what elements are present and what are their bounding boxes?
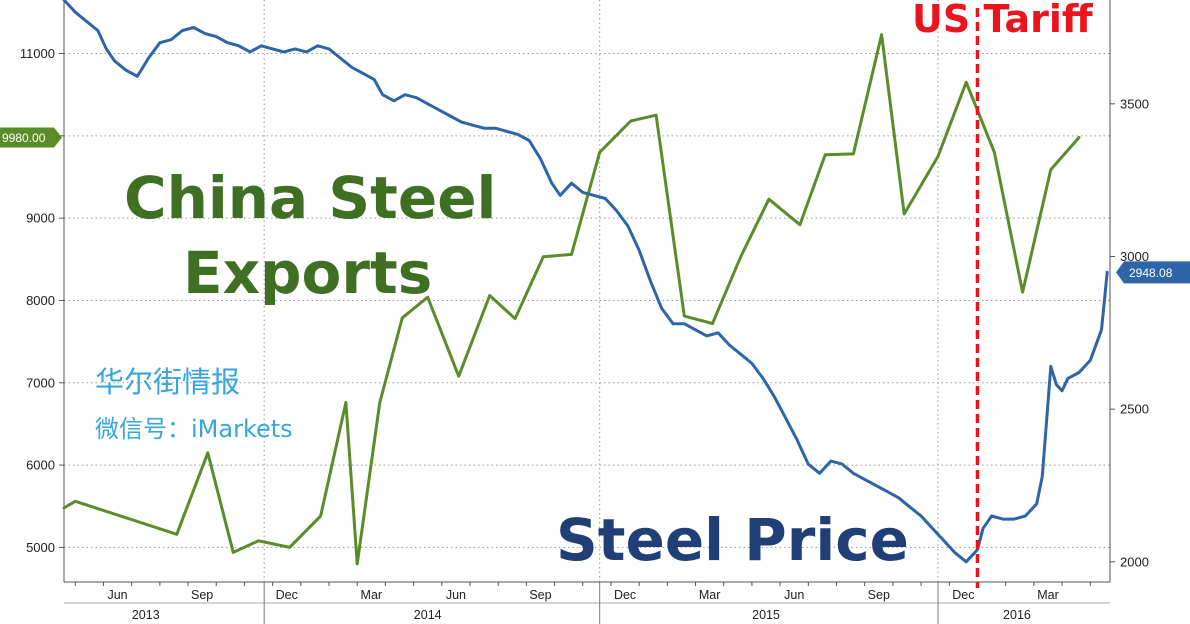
left-tick-label: 9000 xyxy=(26,211,55,226)
year-label: 2014 xyxy=(414,608,442,622)
month-label: Mar xyxy=(361,588,383,602)
month-label: Dec xyxy=(952,588,974,602)
left-tick-label: 5000 xyxy=(26,540,55,555)
month-label: Sep xyxy=(529,588,551,602)
month-label: Jun xyxy=(446,588,466,602)
gridlines xyxy=(64,0,1110,582)
month-label: Dec xyxy=(614,588,636,602)
left-tick-label: 11000 xyxy=(20,46,55,61)
exports-title-line2: Exports xyxy=(183,239,432,307)
watermark-line2: 微信号：iMarkets xyxy=(95,415,293,443)
price-value-tag xyxy=(1116,261,1190,284)
watermark-line1: 华尔街情报 xyxy=(95,365,240,399)
month-label: Sep xyxy=(868,588,890,602)
annotations: China Steel Exports Steel Price 华尔街情报 微信… xyxy=(95,0,1094,574)
month-label: Mar xyxy=(1037,588,1059,602)
month-label: Jun xyxy=(107,588,127,602)
right-tick-label: 2500 xyxy=(1120,402,1149,417)
month-label: Mar xyxy=(699,588,721,602)
year-label: 2016 xyxy=(1003,608,1031,622)
exports-title-line1: China Steel xyxy=(124,164,496,232)
left-tick-label: 8000 xyxy=(26,293,55,308)
left-tick-label: 7000 xyxy=(26,375,55,390)
tariff-label: US Tariff xyxy=(912,0,1094,41)
price-title: Steel Price xyxy=(556,506,909,574)
month-label: Jun xyxy=(784,588,804,602)
axes: 5000 6000 7000 8000 9000 11000 2000 2500 3000 350… xyxy=(20,0,1149,624)
left-tick-label: 6000 xyxy=(26,458,55,473)
year-label: 2013 xyxy=(132,608,160,622)
last-value-tags: 9980.00 2948.08 xyxy=(0,127,1190,284)
right-tick-label: 3000 xyxy=(1120,249,1149,264)
right-tick-label: 2000 xyxy=(1120,554,1149,569)
price-line xyxy=(62,0,1109,564)
right-tick-label: 3500 xyxy=(1120,96,1149,111)
month-label: Dec xyxy=(276,588,298,602)
year-label: 2015 xyxy=(752,608,780,622)
exports-line xyxy=(62,33,1081,566)
exports-value-tag xyxy=(0,127,62,148)
month-label: Sep xyxy=(191,588,213,602)
exports-value-tag-text: 9980.00 xyxy=(2,131,46,145)
series-lines xyxy=(62,0,1109,588)
price-value-tag-text: 2948.08 xyxy=(1129,266,1173,280)
